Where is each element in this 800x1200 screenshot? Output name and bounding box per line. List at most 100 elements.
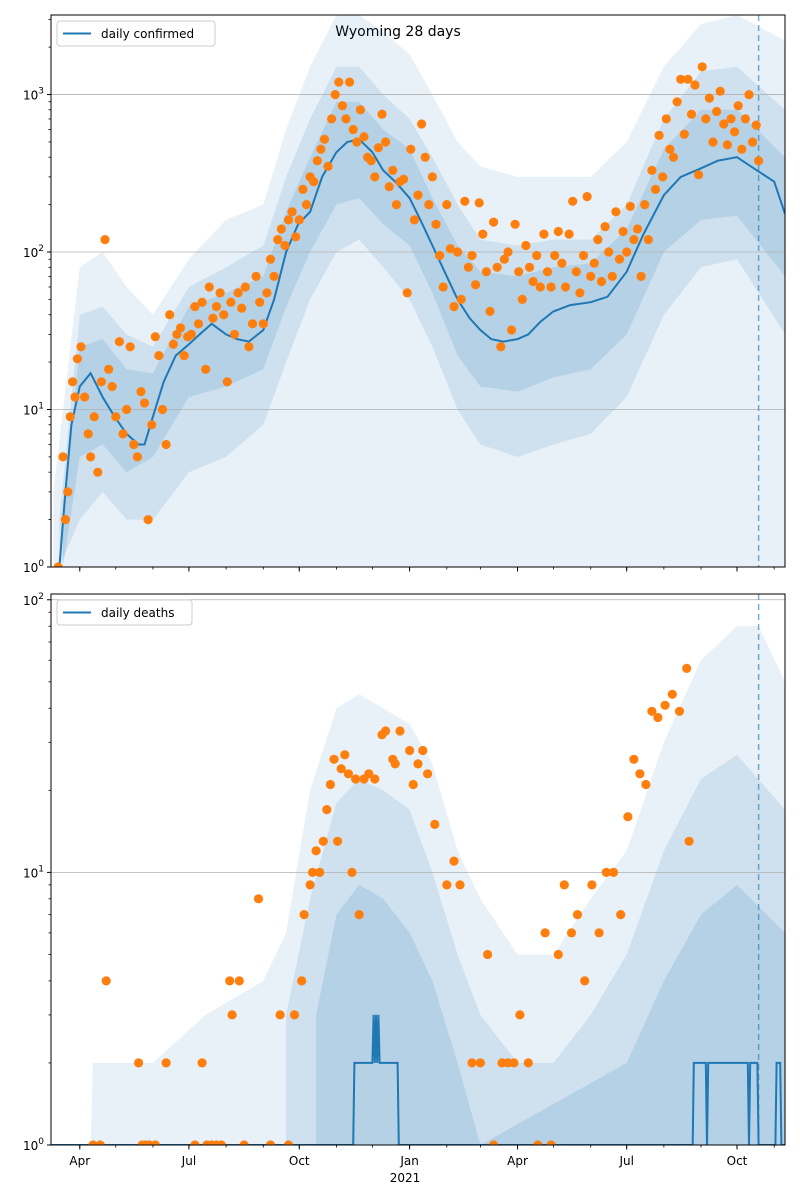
data-point [467,250,477,261]
y-tick-label: 100 [23,559,44,575]
data-point [280,240,290,251]
data-point [499,254,509,264]
data-point [118,429,128,439]
data-point [435,250,445,261]
data-point [614,254,625,264]
data-point [384,182,394,192]
data-point [381,137,391,147]
data-point [413,190,423,200]
data-point [643,235,653,245]
data-point [623,812,633,822]
y-tick-base: 10 [23,1139,38,1153]
data-point [157,404,168,415]
data-point [330,90,340,100]
data-point [733,101,743,111]
data-point [712,106,722,117]
y-tick-base: 10 [23,561,38,575]
data-point [679,129,689,139]
data-point [134,1058,144,1068]
data-point [553,949,563,960]
data-point [510,219,520,229]
data-point [136,387,146,397]
data-point [601,867,611,878]
data-point [445,244,455,254]
chart-title: Wyoming 28 days [335,24,461,40]
data-point [289,1010,300,1020]
data-point [449,856,459,866]
uncertainty-band-inner [316,884,785,1145]
data-point [227,1010,237,1020]
data-point [347,867,357,878]
data-point [430,819,440,830]
data-point [420,152,430,162]
data-point [70,392,80,402]
data-point [594,928,604,938]
data-point [674,706,685,716]
data-point [474,198,484,208]
data-point [409,215,419,225]
data-point [60,515,70,525]
y-tick-base: 10 [23,594,38,608]
data-point [489,217,499,227]
uncertainty-band-middle [59,66,785,567]
data-point [311,846,321,856]
data-point [661,114,671,124]
data-point [539,229,549,239]
data-point [154,351,164,361]
data-point [423,769,433,779]
y-tick-exponent: 0 [38,559,44,569]
x-year-label: 2021 [390,1171,421,1185]
data-point [343,769,353,779]
data-point [319,134,330,144]
data-point [373,143,383,153]
data-point [413,759,423,769]
data-point [460,196,470,206]
data-point [647,165,657,175]
data-point [647,706,657,716]
data-point [287,207,297,217]
data-point [294,215,304,225]
data-point [351,774,361,784]
data-point [150,332,160,342]
data-point [322,805,332,815]
data-point [122,404,132,415]
x-tick-label: Jul [618,1154,633,1168]
data-point [240,282,250,292]
data-point [650,184,661,194]
data-point [665,144,675,154]
data-point [754,156,764,166]
data-point [690,80,700,90]
data-point [523,1058,533,1068]
x-tick-label: Oct [727,1154,748,1168]
data-point [100,235,110,245]
axes-frame [50,14,786,568]
data-point [352,137,362,147]
data-point [186,329,196,339]
y-tick-base: 10 [23,246,38,260]
data-point [101,976,111,986]
data-point [114,337,124,347]
x-tick-label: Oct [289,1154,310,1168]
data-point [244,342,254,352]
y-tick-label: 101 [23,864,44,880]
data-point [744,90,754,100]
uncertainty-band-outer [90,626,785,1145]
legend-box [56,599,193,626]
x-tick-label: Apr [69,1154,90,1168]
data-point [276,224,286,234]
data-point [418,745,428,756]
data-point [309,177,319,187]
data-point [503,247,513,257]
data-point [572,910,583,920]
data-point [129,439,139,450]
data-point [366,156,376,166]
data-point [697,62,707,72]
data-point [88,1140,98,1145]
data-point [641,779,651,790]
data-point [492,262,502,272]
data-point [535,282,545,292]
data-point [93,467,103,477]
data-point [684,836,694,846]
data-point [301,200,312,210]
